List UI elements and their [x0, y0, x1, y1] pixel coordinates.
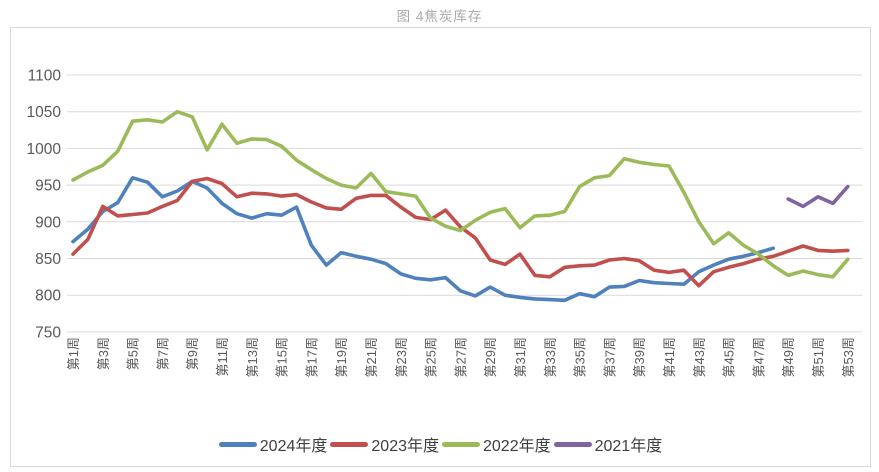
x-tick-label-week-5: 第5周 — [126, 337, 141, 370]
series-line-2022年度 — [71, 109, 850, 279]
legend-item-2021年度: 2021年度 — [553, 432, 663, 456]
y-tick-label-900: 900 — [35, 214, 61, 231]
x-tick-label-week-47: 第47周 — [751, 337, 766, 377]
legend-label-2022年度: 2022年度 — [483, 438, 551, 455]
y-tick-label-1100: 1100 — [28, 68, 62, 85]
x-tick-label-week-17: 第17周 — [304, 337, 319, 377]
x-tick-label-week-11: 第11周 — [215, 337, 230, 377]
x-tick-label-week-23: 第23周 — [394, 337, 409, 377]
x-tick-label-week-45: 第45周 — [722, 337, 737, 377]
x-tick-label-week-29: 第29周 — [483, 337, 498, 377]
x-tick-label-week-43: 第43周 — [692, 337, 707, 377]
legend-item-2024年度: 2024年度 — [218, 432, 328, 456]
y-tick-label-850: 850 — [35, 251, 61, 268]
chart-title: 图 4焦炭库存 — [396, 9, 483, 24]
x-tick-label-week-41: 第41周 — [662, 337, 677, 377]
x-tick-label-week-3: 第3周 — [96, 337, 111, 370]
x-tick-label-week-49: 第49周 — [781, 337, 796, 377]
legend-label-2023年度: 2023年度 — [371, 438, 439, 455]
x-tick-label-week-9: 第9周 — [185, 337, 200, 370]
y-tick-label-950: 950 — [35, 178, 61, 195]
series-line-2023年度 — [71, 176, 850, 288]
chart-card: 750 800 850 900 950 1000 1050 1100 第1周 第3周 第5周 第7周第… — [10, 27, 871, 467]
x-tick-label-week-53: 第53周 — [841, 337, 856, 377]
x-tick-label-week-15: 第15周 — [275, 337, 290, 377]
y-tick-label-1050: 1050 — [27, 104, 62, 121]
legend-swatch-2023年度 — [330, 441, 369, 447]
x-tick-label-week-19: 第19周 — [334, 337, 349, 377]
y-tick-label-800: 800 — [35, 288, 61, 305]
x-tick-label-week-35: 第35周 — [573, 337, 588, 377]
x-tick-label-week-39: 第39周 — [632, 337, 647, 377]
line-chart-plot: 750800850900950100010501100第1周 第3周 第5周 第7周第… — [27, 68, 862, 377]
x-tick-label-week-37: 第37周 — [602, 337, 617, 377]
legend-item-2023年度: 2023年度 — [330, 432, 439, 456]
y-tick-label-750: 750 — [35, 324, 61, 341]
legend-item-2022年度: 2022年度 — [442, 432, 551, 456]
x-tick-label-week-27: 第27周 — [453, 337, 468, 377]
legend-label-2021年度: 2021年度 — [594, 438, 663, 455]
x-tick-label-week-51: 第51周 — [811, 337, 826, 377]
x-tick-label-week-13: 第13周 — [245, 337, 260, 377]
legend-swatch-2021年度 — [553, 441, 592, 447]
x-tick-label-week-1: 第1周 — [66, 337, 81, 370]
x-tick-label-week-25: 第25周 — [424, 337, 439, 377]
x-tick-label-week-31: 第31周 — [513, 337, 528, 377]
legend-swatch-2022年度 — [442, 441, 480, 447]
x-tick-label-week-21: 第21周 — [364, 337, 379, 377]
chart-legend: 2024年度 2023年度 2022年度 2021年度 — [11, 431, 870, 457]
series-line-2024年度 — [71, 176, 776, 303]
y-tick-label-1000: 1000 — [27, 141, 62, 158]
x-tick-label-week-33: 第33周 — [543, 337, 558, 377]
legend-label-2024年度: 2024年度 — [259, 438, 328, 455]
legend-swatch-2024年度 — [218, 441, 257, 447]
x-tick-label-week-7: 第7周 — [155, 337, 170, 370]
series-line-2021年度 — [786, 184, 850, 209]
